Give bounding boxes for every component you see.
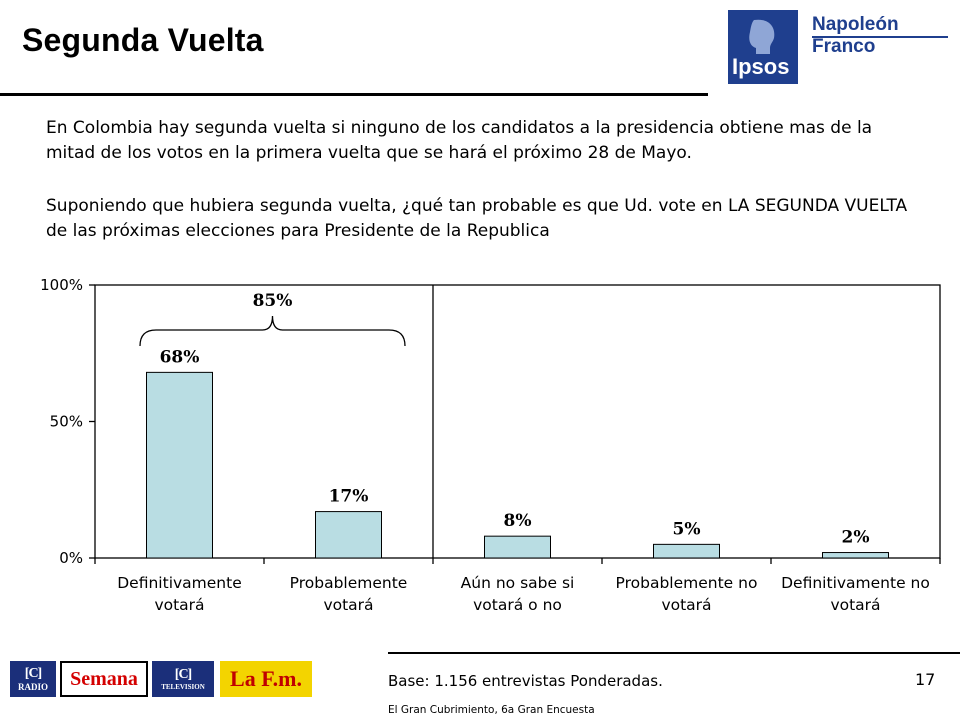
annotation-brace [139,315,406,347]
y-tick-label: 50% [50,413,83,431]
bar-chart: 0% 50% 100% 68% Definitivamente votará 17% Prob… [40,276,941,614]
bar [146,371,213,559]
x-category-label: Definitivamente [117,574,242,592]
bar-value-label: 5% [673,519,701,539]
ipsos-head-icon [749,19,775,55]
y-tick-label: 0% [59,549,83,567]
x-category-label: Definitivamente no [781,574,930,592]
x-category-label: Aún no sabe si [461,574,575,592]
title-divider [0,93,708,96]
bar [653,543,720,559]
ipsos-logo-text: Ipsos [732,54,790,79]
intro-paragraph: En Colombia hay segunda vuelta si ningun… [46,118,873,163]
partner-logo-rule [812,36,948,38]
base-note: Base: 1.156 entrevistas Ponderadas. [388,672,663,690]
x-category-label: votará [323,596,373,614]
bar [822,552,889,559]
caracol-tv-logo: [C] TELEVISION [152,661,214,697]
bar-value-label: 17% [329,487,369,507]
caracol-radio-logo: [C] RADIO [10,661,56,697]
caracol-mark-icon: [C] [24,666,42,681]
partner-logo-text: Napoleón Franco [812,14,899,57]
footer-divider [388,652,960,654]
x-category-label: Probablemente no [616,574,758,592]
page-title: Segunda Vuelta [22,22,264,58]
annotation-label: 85% [253,291,293,311]
radio-label: RADIO [17,682,48,692]
page-number: 17 [915,670,936,689]
tv-label: TELEVISION [161,683,205,691]
source-note: El Gran Cubrimiento, 6a Gran Encuesta [388,704,595,716]
x-category-label: votará [830,596,880,614]
bar [315,511,382,559]
lafm-logo: La F.m. [220,661,312,697]
semana-logo: Semana [60,661,148,697]
x-category-label: votará [661,596,711,614]
x-category-label: votará [154,596,204,614]
x-category-label: votará o no [473,596,562,614]
bar-value-label: 8% [504,511,532,531]
caracol-tv-mark-icon: [C] [174,667,192,682]
x-category-label: Probablemente [290,574,408,592]
ipsos-logo: Ipsos [728,10,798,84]
bar [484,535,551,559]
y-tick-label: 100% [40,276,83,294]
bar-value-label: 68% [160,347,200,367]
question-paragraph: Suponiendo que hubiera segunda vuelta, ¿… [46,196,908,241]
bar-value-label: 2% [842,528,870,548]
